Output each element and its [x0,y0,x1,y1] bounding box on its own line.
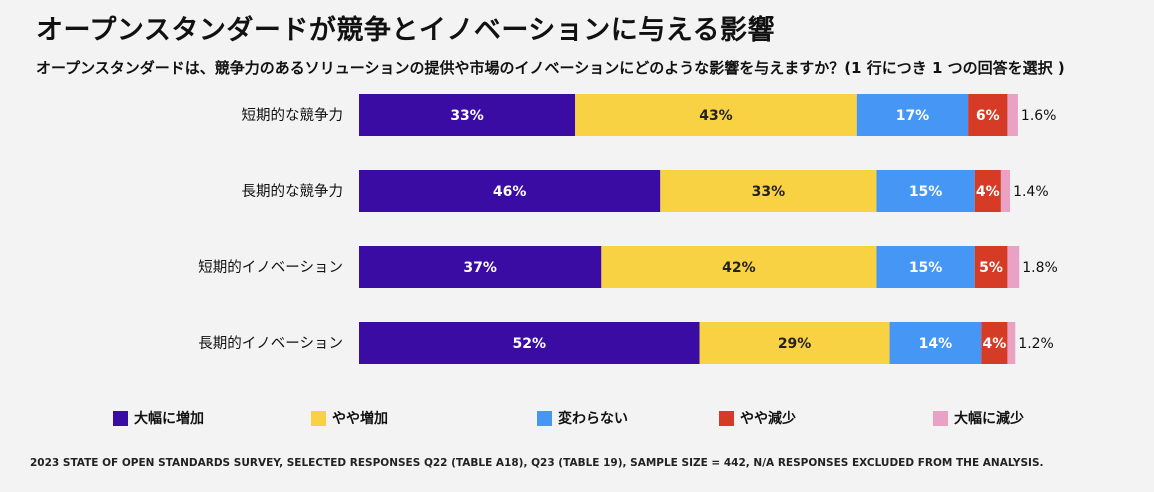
legend-item: やや減少 [719,408,796,428]
legend-label: 大幅に増加 [134,411,204,427]
legend-swatch [719,410,734,426]
legend-swatch [311,410,326,426]
legend-item: やや増加 [311,408,388,428]
data-label: 4% [982,336,1006,352]
data-label: 52% [513,336,547,352]
data-label: 37% [463,260,497,276]
bar-segment [1000,170,1011,212]
legend-item: 大幅に減少 [933,408,1024,428]
stacked-bar-chart: 短期的な競争力 33% 43% 17% 6% 1.6% 長期的な競争力 46% 33% 15% 4%… [198,94,1058,364]
legend-swatch [933,410,948,426]
legend-label: やや増加 [332,411,388,427]
bar-segment [974,170,1001,212]
bar-segment [981,322,1008,364]
bar-segment [1007,246,1020,288]
legend-swatch [113,410,128,426]
data-label: 1.6% [1021,108,1057,124]
data-label: 33% [752,184,786,200]
bar-segment [856,94,969,136]
bar-segment [359,322,700,364]
data-label: 33% [450,108,484,124]
data-label: 1.8% [1022,260,1058,276]
legend-label: やや減少 [740,411,796,427]
data-label: 15% [909,184,943,200]
chart-subtitle: オープンスタンダードは、競争力のあるソリューションの提供や市場のイノベーションに… [36,59,1065,77]
bar-segment [889,322,982,364]
data-label: 4% [976,184,1000,200]
data-label: 6% [976,108,1000,124]
legend-item: 変わらない [537,408,628,428]
data-label: 43% [699,108,733,124]
chart-title: オープンスタンダードが競争とイノベーションに与える影響 [36,15,775,46]
category-label: 長期的な競争力 [242,182,344,200]
bar-segment [968,94,1008,136]
bar-segment [359,94,576,136]
bar-segment [359,170,661,212]
data-label: 42% [722,260,756,276]
legend-item: 大幅に増加 [113,408,204,428]
bar-segment [876,170,975,212]
bar-segment [1007,94,1018,136]
bar-segment [601,246,877,288]
footnote: 2023 STATE OF OPEN STANDARDS SURVEY, SEL… [30,457,1044,469]
data-label: 14% [919,336,953,352]
bar-segment [699,322,890,364]
chart-legend: 大幅に増加 やや増加 変わらない やや減少 大幅に減少 [0,400,1154,436]
legend-label: 変わらない [558,411,628,427]
bar-segment [575,94,857,136]
bar-segment [660,170,877,212]
category-label: 短期的な競争力 [242,106,344,124]
data-label: 29% [778,336,812,352]
category-label: 短期的イノベーション [198,259,343,276]
bar-segment [974,246,1008,288]
data-label: 17% [896,108,930,124]
bar-segment [1007,322,1016,364]
data-label: 1.4% [1013,184,1049,200]
category-label: 長期的イノベーション [198,335,343,352]
data-label: 15% [909,260,943,276]
bar-segment [876,246,975,288]
data-label: 46% [493,184,527,200]
bar-segment [359,246,602,288]
data-label: 1.2% [1018,336,1054,352]
legend-swatch [537,410,552,426]
legend-label: 大幅に減少 [954,411,1024,427]
data-label: 5% [979,260,1003,276]
